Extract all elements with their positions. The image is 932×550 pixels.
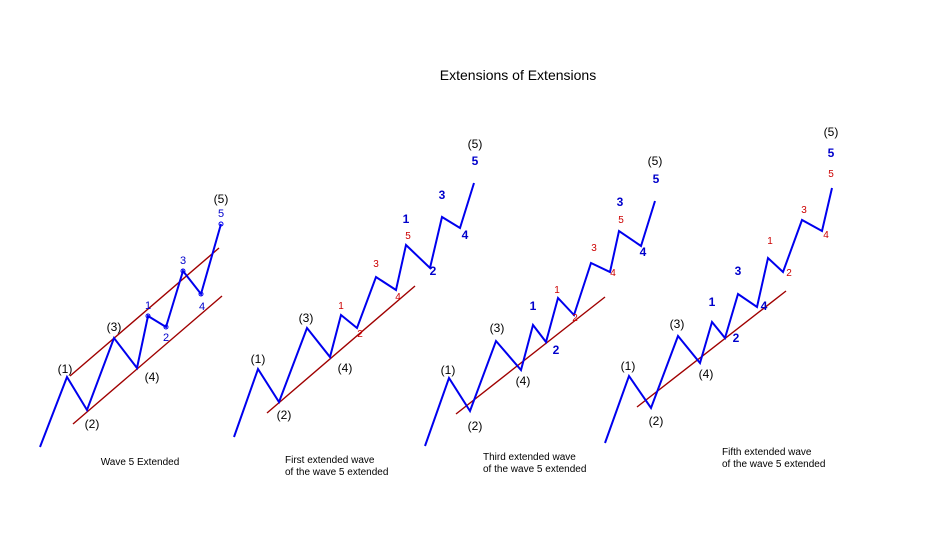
panel-caption-line-2: of the wave 5 extended	[722, 459, 825, 470]
primary-label-5: (5)	[648, 154, 663, 168]
subwave-label-2: 2	[733, 331, 740, 345]
minor-label-4: 4	[395, 292, 401, 303]
minor-label-3: 3	[801, 205, 807, 216]
channel-upper-line	[69, 247, 220, 377]
subwave-label-4: 4	[199, 301, 205, 313]
minor-label-4: 4	[823, 230, 829, 241]
primary-label-2: (2)	[468, 419, 483, 433]
subwave-label-2: 2	[163, 332, 169, 344]
minor-label-4: 4	[610, 268, 616, 279]
wave-path	[424, 200, 656, 447]
primary-label-4: (4)	[145, 370, 160, 384]
primary-label-3: (3)	[107, 320, 122, 334]
panel-caption-line-2: of the wave 5 extended	[285, 467, 388, 478]
primary-label-4: (4)	[699, 367, 714, 381]
panel-first-extended: (1) (2) (3) (4) (5) 1 2 3 4 5 1 2 3 4 5 …	[233, 137, 483, 478]
panel-caption-line-1: First extended wave	[285, 455, 375, 466]
primary-label-2: (2)	[649, 414, 664, 428]
subwave-label-1: 1	[709, 295, 716, 309]
subwave-label-2: 2	[430, 264, 437, 278]
primary-label-5: (5)	[214, 192, 229, 206]
wave-path	[604, 187, 833, 444]
minor-label-3: 3	[591, 243, 597, 254]
primary-label-3: (3)	[299, 311, 314, 325]
channel-line	[636, 290, 787, 408]
subwave-label-3: 3	[180, 255, 186, 267]
subwave-label-4: 4	[640, 245, 647, 259]
primary-label-1: (1)	[58, 362, 73, 376]
primary-label-3: (3)	[670, 317, 685, 331]
subwave-label-5: 5	[828, 146, 835, 160]
panel-caption-line-1: Third extended wave	[483, 452, 576, 463]
subwave-label-5: 5	[218, 208, 224, 220]
wave-path	[233, 182, 475, 438]
pivot-marker	[163, 324, 169, 330]
primary-label-1: (1)	[621, 359, 636, 373]
minor-label-1: 1	[554, 285, 560, 296]
primary-label-2: (2)	[277, 408, 292, 422]
minor-label-5: 5	[405, 231, 411, 242]
subwave-label-3: 3	[439, 188, 446, 202]
panel-wave5-extended: (1) (2) (3) (4) (5) 1 2 3 4 5 Wave 5 Ext…	[39, 192, 229, 468]
minor-label-2: 2	[786, 268, 792, 279]
primary-label-1: (1)	[441, 363, 456, 377]
minor-label-2: 2	[572, 313, 578, 324]
minor-label-3: 3	[373, 259, 379, 270]
primary-label-5: (5)	[468, 137, 483, 151]
primary-label-5: (5)	[824, 125, 839, 139]
diagram-title: Extensions of Extensions	[440, 67, 596, 83]
channel-line	[455, 296, 606, 415]
minor-label-5: 5	[618, 215, 624, 226]
pivot-marker	[180, 268, 186, 274]
primary-label-1: (1)	[251, 352, 266, 366]
subwave-label-1: 1	[145, 300, 151, 312]
panel-fifth-extended: (1) (2) (3) (4) (5) 1 2 3 4 5 1 2 3 4 5 …	[604, 125, 839, 470]
wave-path	[39, 223, 222, 448]
subwave-label-3: 3	[617, 195, 624, 209]
primary-label-4: (4)	[516, 374, 531, 388]
subwave-label-2: 2	[553, 343, 560, 357]
panel-caption-line-1: Wave 5 Extended	[101, 457, 180, 468]
panel-caption-line-1: Fifth extended wave	[722, 447, 812, 458]
panel-third-extended: (1) (2) (3) (4) (5) 1 2 3 4 5 1 2 3 4 5 …	[424, 154, 663, 475]
subwave-label-3: 3	[735, 264, 742, 278]
primary-label-2: (2)	[85, 417, 100, 431]
primary-label-3: (3)	[490, 321, 505, 335]
primary-label-4: (4)	[338, 361, 353, 375]
channel-line	[266, 285, 416, 414]
subwave-label-5: 5	[472, 154, 479, 168]
pivot-marker	[198, 291, 204, 297]
channel-lower-line	[72, 295, 223, 425]
subwave-label-4: 4	[761, 299, 768, 313]
panel-caption-line-2: of the wave 5 extended	[483, 464, 586, 475]
subwave-label-1: 1	[403, 212, 410, 226]
minor-label-5: 5	[828, 169, 834, 180]
pivot-marker	[145, 313, 151, 319]
minor-label-2: 2	[357, 329, 363, 340]
subwave-label-4: 4	[462, 228, 469, 242]
subwave-label-1: 1	[530, 299, 537, 313]
minor-label-1: 1	[767, 236, 773, 247]
pivot-marker	[218, 221, 224, 227]
minor-label-1: 1	[338, 301, 344, 312]
subwave-label-5: 5	[653, 172, 660, 186]
